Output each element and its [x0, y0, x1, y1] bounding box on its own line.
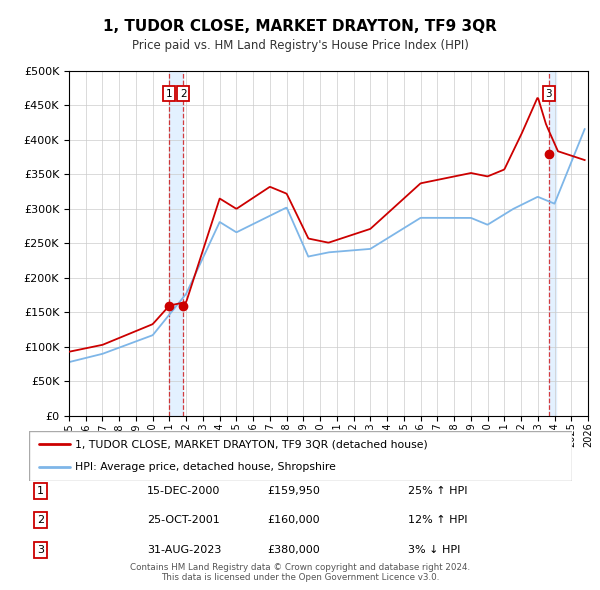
Text: 1, TUDOR CLOSE, MARKET DRAYTON, TF9 3QR: 1, TUDOR CLOSE, MARKET DRAYTON, TF9 3QR: [103, 19, 497, 34]
Text: Contains HM Land Registry data © Crown copyright and database right 2024.
This d: Contains HM Land Registry data © Crown c…: [130, 563, 470, 582]
Text: Price paid vs. HM Land Registry's House Price Index (HPI): Price paid vs. HM Land Registry's House …: [131, 39, 469, 52]
Text: 1: 1: [166, 88, 172, 99]
Text: £160,000: £160,000: [267, 516, 320, 525]
Text: £380,000: £380,000: [267, 545, 320, 555]
Text: 3: 3: [37, 545, 44, 555]
Text: 31-AUG-2023: 31-AUG-2023: [147, 545, 221, 555]
Text: £159,950: £159,950: [267, 486, 320, 496]
Text: 3% ↓ HPI: 3% ↓ HPI: [408, 545, 460, 555]
Text: 2: 2: [37, 516, 44, 525]
Text: 25% ↑ HPI: 25% ↑ HPI: [408, 486, 467, 496]
FancyBboxPatch shape: [29, 431, 572, 481]
Text: 2: 2: [180, 88, 187, 99]
Text: 1, TUDOR CLOSE, MARKET DRAYTON, TF9 3QR (detached house): 1, TUDOR CLOSE, MARKET DRAYTON, TF9 3QR …: [75, 439, 428, 449]
Text: HPI: Average price, detached house, Shropshire: HPI: Average price, detached house, Shro…: [75, 463, 336, 473]
Text: 1: 1: [37, 486, 44, 496]
Text: 15-DEC-2000: 15-DEC-2000: [147, 486, 220, 496]
Bar: [549, 71, 556, 416]
Bar: [169, 71, 183, 416]
Text: 25-OCT-2001: 25-OCT-2001: [147, 516, 220, 525]
Text: 3: 3: [545, 88, 552, 99]
Text: 12% ↑ HPI: 12% ↑ HPI: [408, 516, 467, 525]
